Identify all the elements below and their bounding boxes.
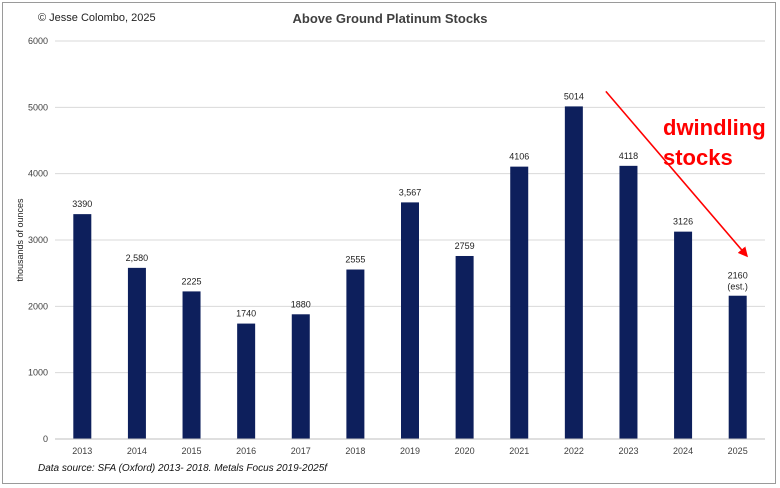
data-label-2015: 2225 <box>182 276 202 286</box>
x-tick-label-2015: 2015 <box>182 446 202 456</box>
data-label-2021: 4106 <box>509 152 529 162</box>
data-source-note: Data source: SFA (Oxford) 2013- 2018. Me… <box>38 463 328 474</box>
bar-2021 <box>510 166 529 440</box>
data-label-2020: 2759 <box>455 241 475 251</box>
bar-2018 <box>346 269 365 439</box>
x-tick-label-2024: 2024 <box>673 446 693 456</box>
x-tick-label-2018: 2018 <box>345 446 365 456</box>
data-label-2022: 5014 <box>564 91 584 101</box>
data-label-2017: 1880 <box>291 299 311 309</box>
y-tick-label: 1000 <box>28 368 48 378</box>
x-tick-label-2016: 2016 <box>236 446 256 456</box>
x-tick-label-2019: 2019 <box>400 446 420 456</box>
bar-2020 <box>455 255 474 439</box>
y-tick-label: 0 <box>43 434 48 444</box>
data-label-2014: 2,580 <box>126 253 149 263</box>
bar-2015 <box>182 291 201 439</box>
y-tick-label: 3000 <box>28 235 48 245</box>
x-tick-label-2017: 2017 <box>291 446 311 456</box>
data-label-2025: 2160 <box>728 271 748 281</box>
chart-title: Above Ground Platinum Stocks <box>292 11 488 26</box>
bar-2016 <box>237 323 256 439</box>
axes: 0 1000 2000 3000 4000 5000 6000 2013 2014 2015 201… <box>28 36 765 456</box>
y-tick-label: 4000 <box>28 169 48 179</box>
bar-2013 <box>73 214 92 439</box>
bar-2022 <box>564 106 583 439</box>
data-label-2019: 3,567 <box>399 187 422 197</box>
annotation-text-line: dwindling <box>663 115 766 140</box>
trend-arrow <box>605 90 748 258</box>
bar-2024 <box>674 231 693 439</box>
x-tick-label-2013: 2013 <box>72 446 92 456</box>
data-label-2016: 1740 <box>236 309 256 319</box>
bar-2014 <box>127 267 146 439</box>
x-tick-label-2021: 2021 <box>509 446 529 456</box>
bar-2025 <box>728 295 747 439</box>
data-label-2023: 4118 <box>619 151 638 161</box>
data-label-2018: 2555 <box>345 255 365 265</box>
x-tick-label-2014: 2014 <box>127 446 147 456</box>
annotation: dwindling stocks <box>605 90 766 258</box>
data-labels: 3390 2,580 2225 1740 1880 2555 3,567 2759 4106 50… <box>72 91 748 318</box>
bar-2017 <box>291 314 310 439</box>
copyright-text: © Jesse Colombo, 2025 <box>38 12 156 24</box>
data-label-2024: 3126 <box>673 217 693 227</box>
data-label-2013: 3390 <box>72 199 92 209</box>
bar-2019 <box>401 202 419 439</box>
x-tick-label-2020: 2020 <box>455 446 475 456</box>
bars <box>73 106 747 440</box>
x-tick-label-2022: 2022 <box>564 446 584 456</box>
y-tick-label: 6000 <box>28 36 48 46</box>
data-label-estimate-note: (est.) <box>727 282 748 292</box>
annotation-text-line: stocks <box>663 145 733 170</box>
bar-2023 <box>619 165 638 439</box>
y-tick-label: 2000 <box>28 301 48 311</box>
x-tick-label-2025: 2025 <box>728 446 748 456</box>
y-tick-label: 5000 <box>28 102 48 112</box>
y-axis-title: thousands of ounces <box>15 198 25 282</box>
x-tick-label-2023: 2023 <box>618 446 638 456</box>
